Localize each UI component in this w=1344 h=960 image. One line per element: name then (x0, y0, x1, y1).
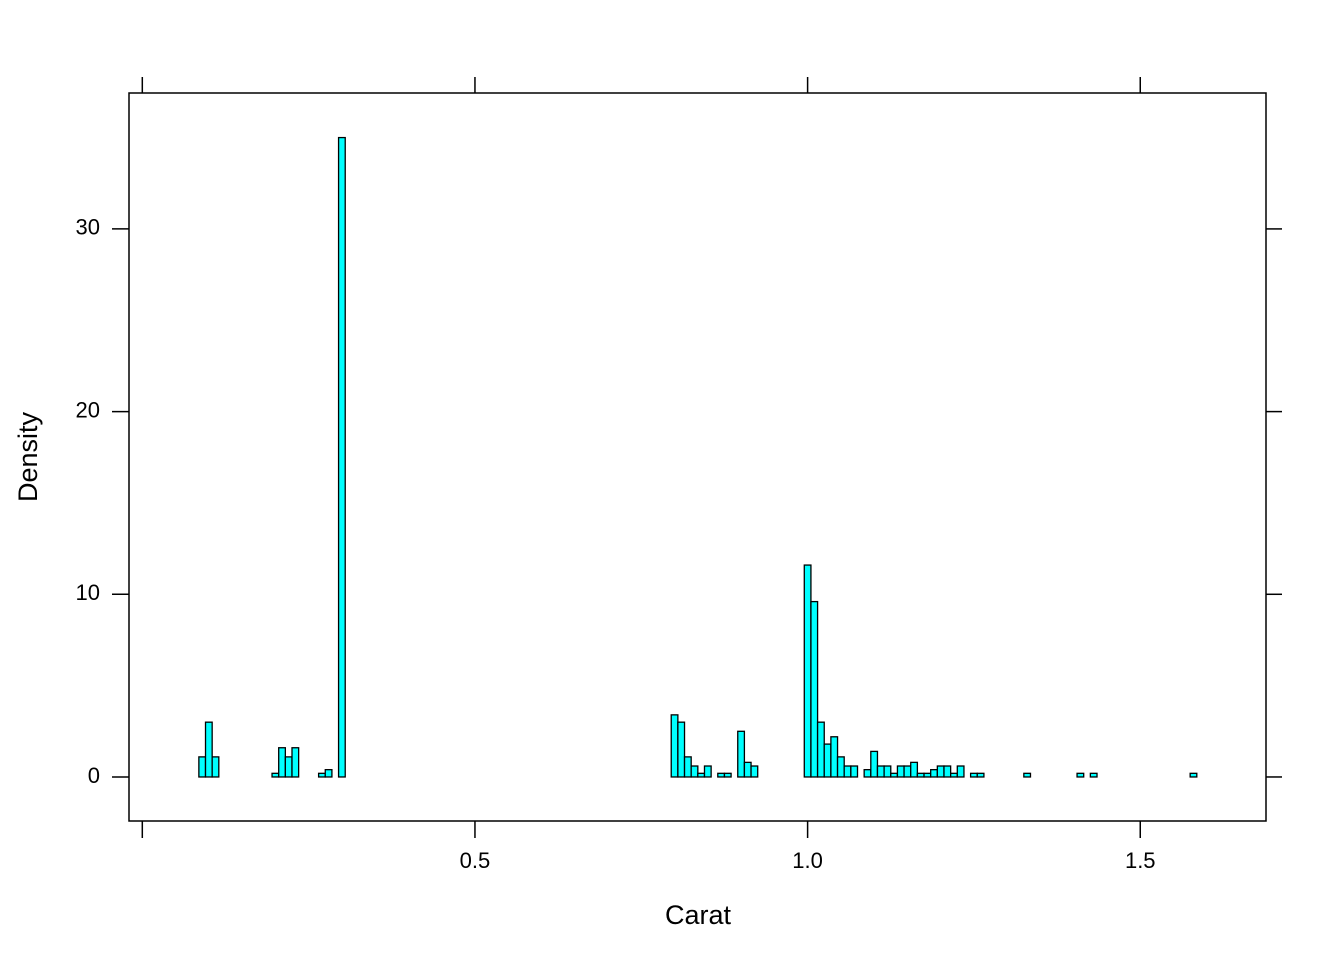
bar (690, 765, 699, 778)
x-tick-label: 1.5 (1125, 848, 1156, 873)
bar (863, 769, 872, 778)
bar (830, 736, 839, 778)
bar (743, 761, 752, 778)
bar (1089, 772, 1098, 778)
bar (317, 772, 326, 778)
bar (803, 564, 812, 778)
bar (850, 765, 859, 778)
bar (278, 747, 286, 778)
bar (737, 730, 746, 778)
bar (1189, 772, 1198, 778)
bar (910, 761, 919, 778)
bar (717, 772, 726, 778)
bar (823, 743, 832, 778)
bar (956, 765, 965, 778)
bar (1076, 772, 1085, 778)
bar (337, 136, 346, 778)
bar (291, 747, 300, 778)
bar (324, 769, 333, 778)
plot-frame (128, 92, 1267, 822)
x-tick-label: 0.5 (460, 848, 491, 873)
y-tick-label: 30 (76, 215, 100, 240)
bar (1023, 772, 1032, 778)
bar (198, 756, 207, 778)
bar (723, 772, 732, 778)
bar (923, 772, 932, 778)
bar (949, 772, 958, 778)
y-tick-label: 0 (88, 763, 100, 788)
bar (284, 756, 293, 778)
bar (836, 756, 845, 778)
bar (916, 772, 925, 778)
y-tick-label: 20 (76, 397, 100, 422)
bar (876, 765, 885, 778)
bar (683, 756, 692, 778)
bar (936, 765, 945, 778)
bar (816, 721, 825, 778)
bar (903, 765, 912, 778)
x-tick-label: 1.0 (792, 848, 823, 873)
bar (204, 721, 213, 778)
bar (843, 765, 852, 778)
y-tick-label: 10 (76, 580, 100, 605)
bar (943, 765, 952, 778)
bar (271, 772, 280, 778)
bar (930, 769, 938, 778)
bar (670, 714, 679, 778)
bar (697, 772, 706, 778)
bar (703, 765, 712, 778)
x-axis-label: Carat (665, 900, 732, 930)
bar (890, 772, 899, 778)
bar (883, 765, 892, 778)
bar (810, 600, 819, 778)
bar (677, 721, 686, 778)
bar (969, 772, 978, 778)
y-axis-label: Density (13, 411, 43, 502)
bar (896, 765, 905, 778)
bar (750, 765, 759, 778)
bar (870, 750, 879, 778)
bar (976, 772, 985, 778)
bar (211, 756, 220, 778)
